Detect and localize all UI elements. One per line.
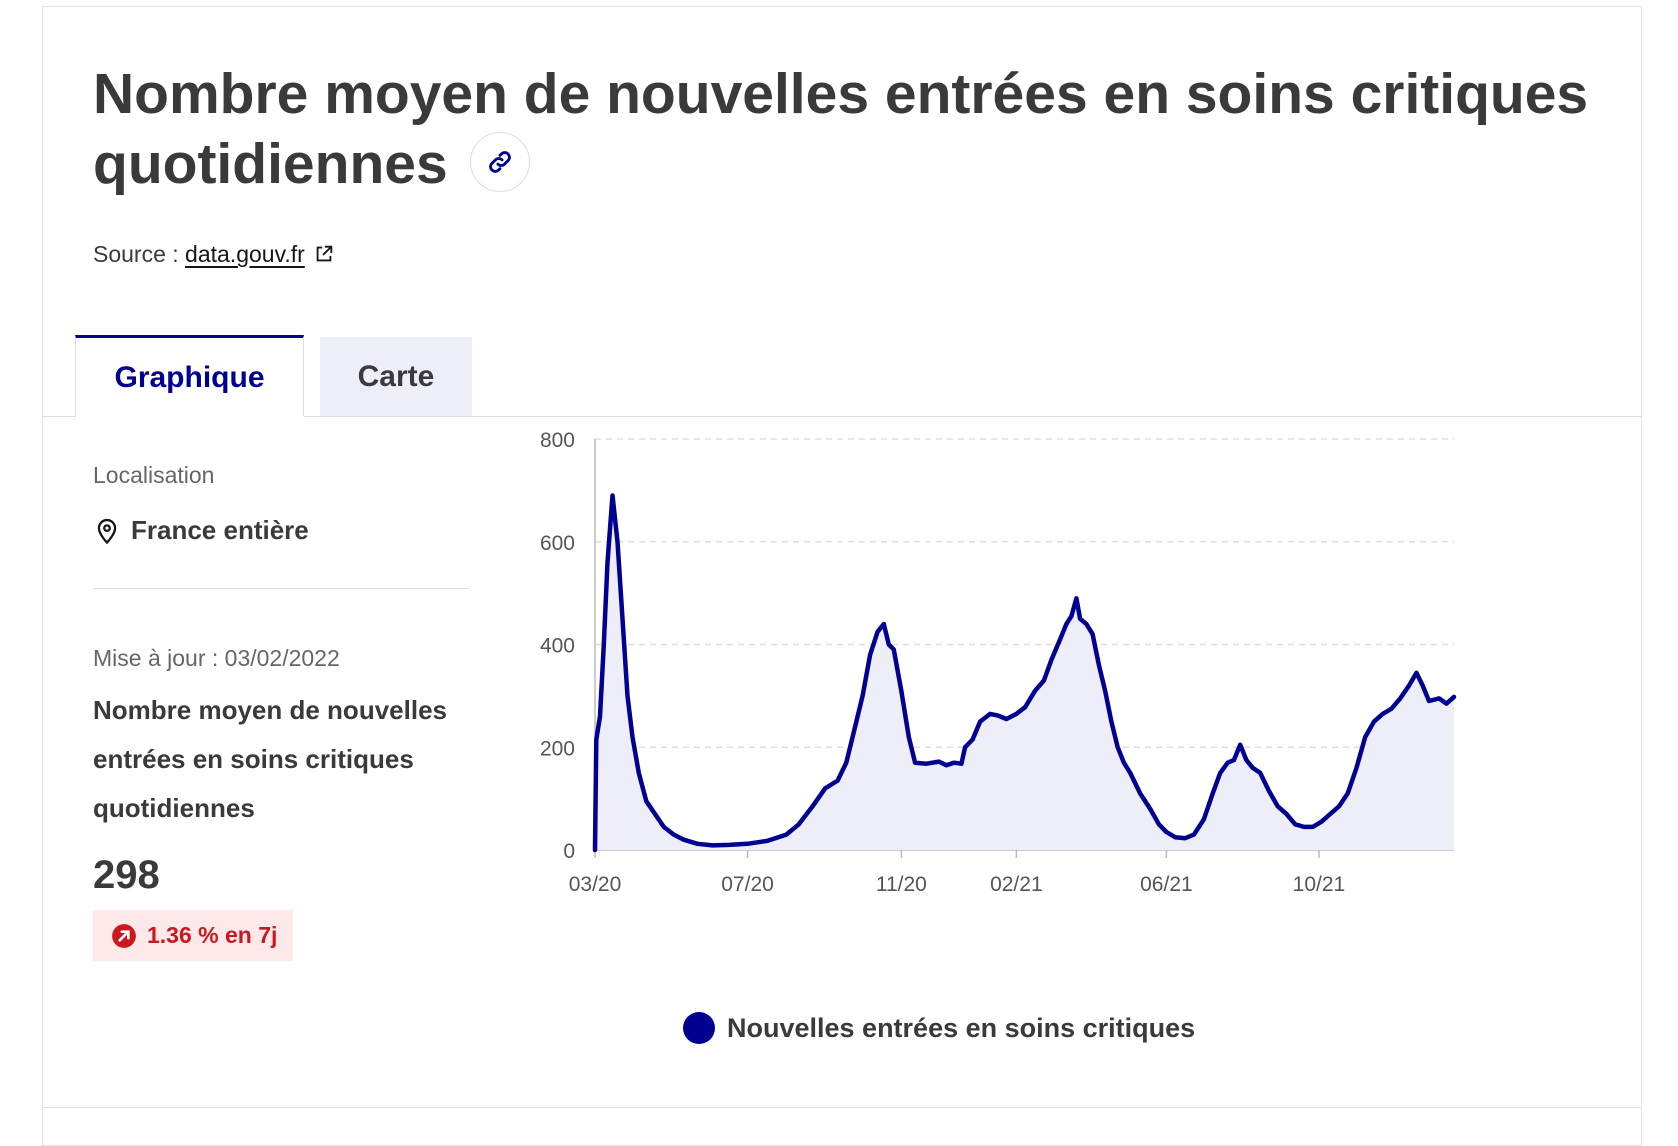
y-tick-label: 600: [540, 532, 575, 555]
copy-link-button[interactable]: [469, 131, 530, 192]
source-link[interactable]: data.gouv.fr: [185, 241, 335, 267]
tab-active-gap: [76, 416, 304, 417]
legend-label: Nouvelles entrées en soins critiques: [727, 1012, 1196, 1043]
tab-divider: [43, 416, 1641, 417]
x-tick-label: 03/20: [569, 873, 622, 896]
y-tick-label: 400: [540, 635, 575, 658]
page-title: Nombre moyen de nouvelles entrées en soi…: [93, 59, 1593, 199]
location-value: France entière: [131, 515, 309, 545]
map-pin-icon: [97, 518, 117, 544]
legend-marker: [683, 1012, 715, 1044]
x-tick-label: 02/21: [990, 873, 1043, 896]
indicator-value: 298: [93, 853, 160, 897]
series-line: [592, 493, 1457, 853]
tab-graphique[interactable]: Graphique: [75, 335, 304, 417]
source-line: Source : data.gouv.fr: [93, 241, 335, 268]
trend-up-icon: [111, 923, 137, 949]
trend-text: 1.36 % en 7j: [147, 922, 278, 948]
indicator-name: Nombre moyen de nouvelles entrées en soi…: [93, 695, 447, 823]
x-tick-label: 11/20: [876, 873, 927, 896]
updated-date: Mise à jour : 03/02/2022: [93, 645, 340, 671]
source-label: Source :: [93, 241, 186, 267]
indicator-card: Nombre moyen de nouvelles entrées en soi…: [42, 6, 1642, 1146]
x-tick-label: 06/21: [1140, 873, 1193, 896]
external-link-icon: [316, 245, 333, 262]
link-icon: [488, 151, 511, 173]
y-tick-label: 0: [563, 840, 575, 863]
trend-badge: 1.36 % en 7j: [93, 910, 294, 961]
x-tick-label: 10/21: [1293, 873, 1346, 896]
chart: 0 200 400 600 800 03/20 07/20 11/20 02/21 06/21 10…: [540, 429, 1457, 896]
tab-carte[interactable]: Carte: [320, 337, 472, 417]
y-tick-label: 800: [540, 429, 575, 452]
x-tick-label: 07/20: [721, 873, 774, 896]
source-link-text: data.gouv.fr: [185, 241, 305, 267]
location-selector[interactable]: France entière: [93, 515, 473, 546]
location-label: Localisation: [93, 462, 215, 488]
series-area: [595, 495, 1454, 850]
y-tick-label: 200: [540, 737, 575, 760]
card-bottom-divider: [43, 1107, 1641, 1108]
chart-legend[interactable]: Nouvelles entrées en soins critiques: [683, 1012, 1195, 1044]
sidebar: Localisation France entière Mise à jour …: [93, 462, 473, 961]
tab-carte-label: Carte: [357, 360, 435, 393]
sidebar-divider: [93, 588, 469, 589]
tab-graphique-label: Graphique: [114, 360, 265, 394]
page-title-text: Nombre moyen de nouvelles entrées en soi…: [93, 62, 1589, 196]
